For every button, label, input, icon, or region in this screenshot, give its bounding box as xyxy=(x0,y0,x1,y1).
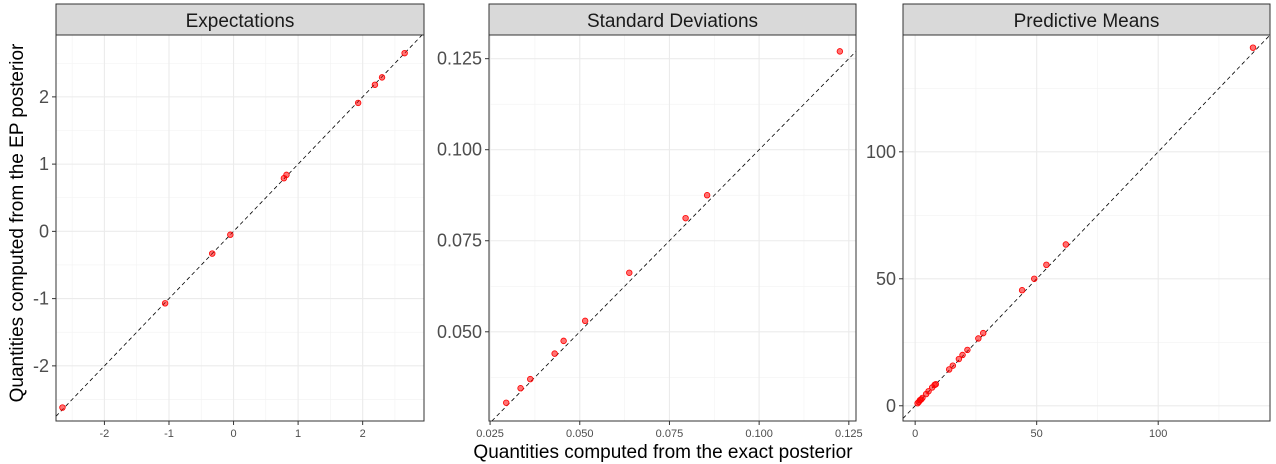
data-point xyxy=(955,355,963,363)
y-tick-label: 0.075 xyxy=(437,231,482,251)
panel-expectations: Expectations -2 -1 0 1 2 -2 -1 0 1 2 xyxy=(33,3,425,440)
data-point xyxy=(581,317,589,325)
y-tick-label: 100 xyxy=(866,142,896,162)
x-tick-label: 100 xyxy=(1149,428,1167,440)
y-tick-label: 0.100 xyxy=(437,140,482,160)
data-point xyxy=(975,335,982,342)
panel-predictive-means: Predictive Means 0 50 100 0 50 100 xyxy=(866,3,1271,440)
x-tick-label: 1 xyxy=(295,428,301,440)
y-tick-label: -1 xyxy=(33,289,49,309)
data-point xyxy=(371,81,379,88)
y-tick-label: 0.125 xyxy=(437,49,482,69)
data-point xyxy=(964,346,971,354)
data-point xyxy=(517,385,524,392)
data-point xyxy=(354,99,362,107)
data-point xyxy=(551,350,558,357)
data-point xyxy=(560,337,567,345)
data-point xyxy=(1043,261,1050,269)
y-axis-title: Quantities computed from the EP posterio… xyxy=(7,43,28,402)
facet-strip xyxy=(902,3,1271,36)
x-tick-label: -1 xyxy=(164,428,174,440)
data-point xyxy=(59,404,66,411)
x-tick-label: 0 xyxy=(230,428,236,440)
data-point xyxy=(682,214,689,222)
y-tick-label: -2 xyxy=(33,356,49,376)
y-tick-label: 50 xyxy=(876,269,896,289)
panel-border xyxy=(488,34,857,422)
panel-border xyxy=(55,34,425,422)
data-point xyxy=(1031,275,1038,282)
panel-background xyxy=(56,35,424,421)
x-tick-label: 2 xyxy=(360,428,366,440)
x-tick-label: 0.125 xyxy=(835,428,863,440)
panel-standard-deviations: Standard Deviations 0.025 0.050 0.075 0.100 0… xyxy=(437,3,863,440)
x-axis-title: Quantities computed from the exact poste… xyxy=(473,442,853,463)
identity-reference-line xyxy=(491,51,857,422)
x-tick-label: 0.050 xyxy=(566,428,594,440)
data-point xyxy=(1249,44,1257,51)
data-point xyxy=(949,362,957,369)
data-point xyxy=(932,380,940,388)
x-tick-label: 0.025 xyxy=(476,428,504,440)
data-point xyxy=(161,300,169,307)
data-point xyxy=(703,192,711,199)
data-point xyxy=(626,269,633,276)
panel-background xyxy=(489,35,856,421)
facet-title: Predictive Means xyxy=(1014,11,1160,32)
data-point xyxy=(503,399,510,406)
y-tick-label: 0 xyxy=(886,396,896,416)
data-point xyxy=(1018,287,1026,294)
data-point xyxy=(209,250,216,257)
y-tick-label: 0 xyxy=(39,221,49,241)
x-tick-label: -2 xyxy=(100,428,110,440)
data-point xyxy=(945,366,953,373)
y-tick-label: 2 xyxy=(39,87,49,107)
facet-strip xyxy=(55,3,425,36)
facet-title: Standard Deviations xyxy=(587,11,758,32)
identity-reference-line xyxy=(902,34,1271,419)
data-point xyxy=(980,329,987,337)
data-point xyxy=(836,48,844,55)
data-point xyxy=(227,231,234,238)
x-tick-label: 0.100 xyxy=(745,428,773,440)
data-point xyxy=(959,351,966,359)
data-point xyxy=(1062,241,1070,248)
y-tick-label: 1 xyxy=(39,154,49,174)
x-tick-label: 50 xyxy=(1031,428,1043,440)
y-tick-label: 0.050 xyxy=(437,322,482,342)
data-point xyxy=(527,375,534,383)
x-tick-label: 0.075 xyxy=(656,428,684,440)
x-tick-label: 0 xyxy=(912,428,918,440)
data-point xyxy=(925,388,932,395)
data-point xyxy=(401,49,408,57)
facet-title: Expectations xyxy=(186,11,295,32)
data-point xyxy=(378,74,386,81)
data-point xyxy=(919,394,926,402)
data-point xyxy=(283,171,290,179)
panel-border xyxy=(902,34,1271,422)
